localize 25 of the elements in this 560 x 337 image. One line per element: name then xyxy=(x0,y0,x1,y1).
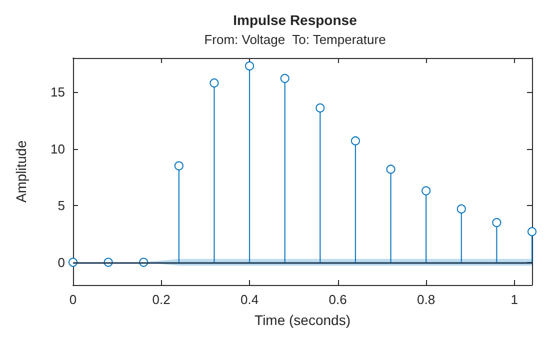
x-tick-label: 0.2 xyxy=(152,292,170,307)
x-tick-label: 0.4 xyxy=(240,292,259,307)
point xyxy=(280,74,290,83)
point xyxy=(316,103,325,112)
point xyxy=(492,218,502,228)
chart-title: Impulse Response xyxy=(233,12,358,28)
point xyxy=(350,136,360,146)
point xyxy=(386,164,396,174)
x-tick-label: 0.6 xyxy=(328,292,347,307)
y-tick-label: 5 xyxy=(58,198,65,214)
x-tick-label: 0.8 xyxy=(417,292,436,307)
point xyxy=(210,78,219,88)
point xyxy=(422,186,431,196)
x-tick-label: 1 xyxy=(510,292,518,307)
x-axis-title: Time (seconds) xyxy=(254,312,350,328)
y-tick-label: 15 xyxy=(50,84,65,100)
chart-subtitle: From: Voltage To: Temperature xyxy=(204,32,386,47)
point xyxy=(245,61,254,70)
point xyxy=(456,204,466,214)
x-tick-label: 0 xyxy=(69,292,77,307)
point xyxy=(528,227,536,236)
y-tick-label: 0 xyxy=(58,254,65,270)
y-tick-label: 10 xyxy=(50,141,65,156)
point xyxy=(174,161,184,170)
y-axis-title: Amplitude xyxy=(13,140,29,203)
